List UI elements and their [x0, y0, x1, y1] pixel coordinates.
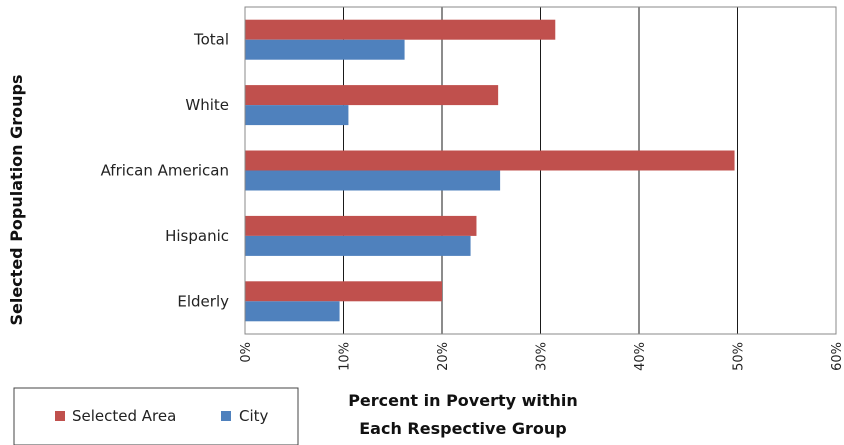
category-labels: Total White African American Hispanic Elderl… [101, 31, 230, 311]
x-tick-label: 20% [436, 342, 451, 371]
x-tick-label: 30% [535, 342, 550, 371]
bar-selected-area [245, 150, 735, 171]
x-tick-labels: 0% 10% 20% 30% 40% 50% 60% [239, 342, 844, 371]
legend-swatch-selected-area [55, 411, 65, 421]
x-tick-label: 10% [338, 342, 353, 371]
x-tick-label: 40% [633, 342, 648, 371]
category-label: Hispanic [165, 227, 229, 245]
bar-city [245, 39, 405, 60]
legend-swatch-city [221, 411, 231, 421]
legend-label-selected-area: Selected Area [72, 407, 176, 425]
x-tick-label: 50% [732, 342, 747, 371]
category-label: White [185, 96, 229, 114]
x-tick-label: 0% [239, 342, 254, 363]
bar-selected-area [245, 215, 477, 236]
category-label: Total [193, 31, 229, 49]
bar-selected-area [245, 281, 442, 302]
legend-label-city: City [239, 407, 269, 425]
bar-city [245, 301, 340, 322]
plot-area-frame [244, 6, 837, 335]
bars [245, 19, 735, 322]
x-tick-label: 60% [830, 342, 844, 371]
y-axis-label: Selected Population Groups [7, 74, 26, 325]
x-axis-label-line1: Percent in Poverty within [348, 391, 578, 410]
category-label: African American [101, 162, 229, 180]
bar-city [245, 105, 349, 126]
bar-city [245, 235, 471, 256]
legend: Selected Area City [13, 387, 299, 445]
bar-selected-area [245, 19, 556, 40]
x-axis-label-line2: Each Respective Group [359, 419, 567, 438]
bar-city [245, 170, 501, 191]
bar-selected-area [245, 85, 499, 106]
category-label: Elderly [177, 292, 229, 310]
